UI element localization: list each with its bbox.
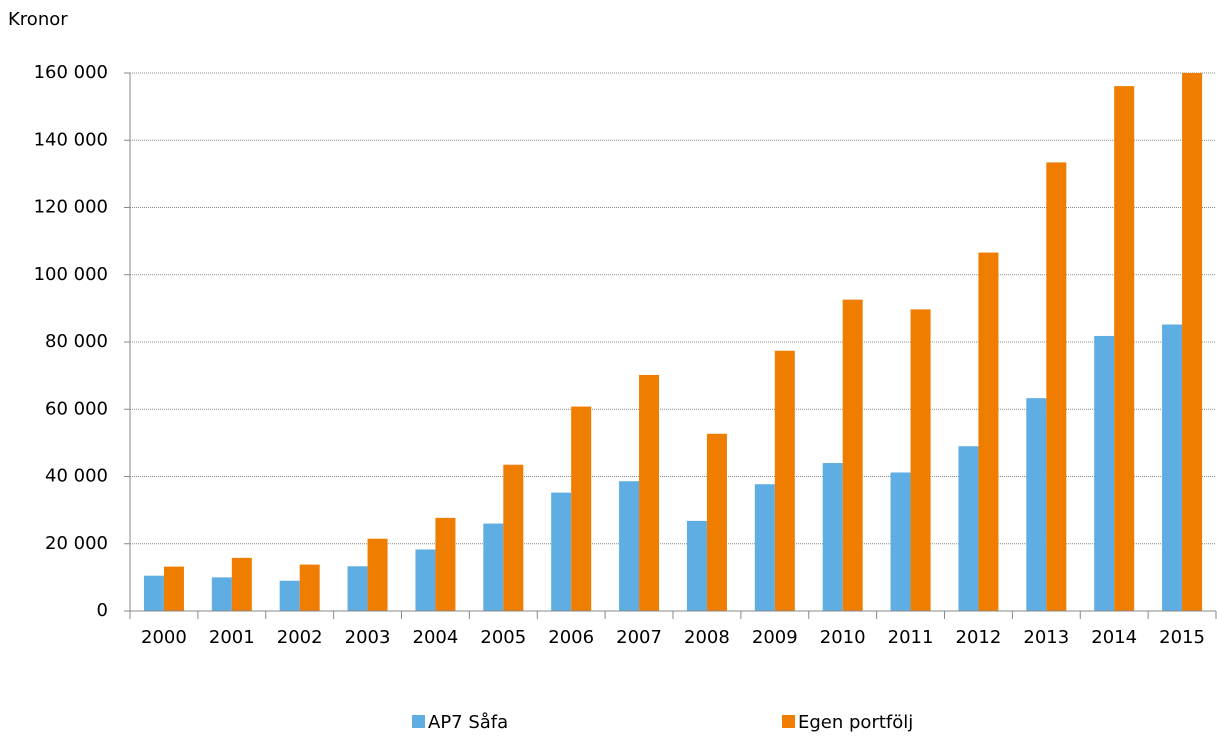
x-tick-label: 2011 [888, 627, 934, 648]
bar [1114, 86, 1135, 611]
bar [347, 566, 368, 611]
bar [435, 517, 456, 611]
bar [686, 520, 707, 611]
bar [279, 580, 300, 611]
y-axis-label: Kronor [8, 9, 68, 30]
x-tick-label: 2003 [345, 627, 391, 648]
x-tick-label: 2004 [413, 627, 459, 648]
bar [890, 472, 911, 611]
bar [958, 446, 979, 611]
x-tick-label: 2009 [752, 627, 798, 648]
x-tick-label: 2001 [209, 627, 255, 648]
bar [415, 549, 436, 611]
x-tick-label: 2008 [684, 627, 730, 648]
bar [299, 564, 320, 611]
y-tick-label: 160 000 [34, 62, 108, 83]
bar [367, 538, 388, 611]
bar [978, 252, 999, 611]
bar [503, 464, 524, 611]
y-tick-label: 20 000 [45, 533, 108, 554]
y-tick-label: 120 000 [34, 197, 108, 218]
x-tick-label: 2002 [277, 627, 323, 648]
bar [231, 557, 252, 611]
bar [842, 299, 863, 611]
bar [1094, 335, 1115, 611]
y-tick-label: 80 000 [45, 331, 108, 352]
x-tick-label: 2012 [956, 627, 1002, 648]
bar [1046, 162, 1067, 611]
bar [211, 577, 232, 611]
y-tick-label: 40 000 [45, 466, 108, 487]
y-tick-label: 0 [97, 600, 108, 621]
y-tick-label: 100 000 [34, 264, 108, 285]
bar [483, 523, 504, 611]
bar [143, 575, 164, 611]
bar [639, 374, 660, 611]
bar [910, 309, 931, 611]
x-tick-label: 2005 [480, 627, 526, 648]
bar [822, 463, 843, 611]
legend-label: AP7 Såfa [428, 712, 508, 733]
x-tick-label: 2000 [141, 627, 187, 648]
legend-label: Egen portfölj [798, 712, 913, 733]
bar [1162, 324, 1183, 611]
bar [571, 406, 592, 611]
x-tick-label: 2010 [820, 627, 866, 648]
bar [619, 481, 640, 611]
x-tick-label: 2015 [1159, 627, 1205, 648]
x-tick-label: 2006 [548, 627, 594, 648]
x-tick-label: 2013 [1023, 627, 1069, 648]
legend-swatch [782, 715, 795, 728]
legend-swatch [412, 715, 425, 728]
bar [551, 492, 572, 611]
bar [754, 484, 775, 611]
bar [774, 350, 795, 611]
bar [163, 566, 184, 611]
bar [1182, 73, 1203, 611]
y-tick-label: 60 000 [45, 398, 108, 419]
x-tick-label: 2014 [1091, 627, 1137, 648]
x-tick-label: 2007 [616, 627, 662, 648]
y-tick-label: 140 000 [34, 129, 108, 150]
bar [706, 433, 727, 611]
bar [1026, 398, 1047, 611]
